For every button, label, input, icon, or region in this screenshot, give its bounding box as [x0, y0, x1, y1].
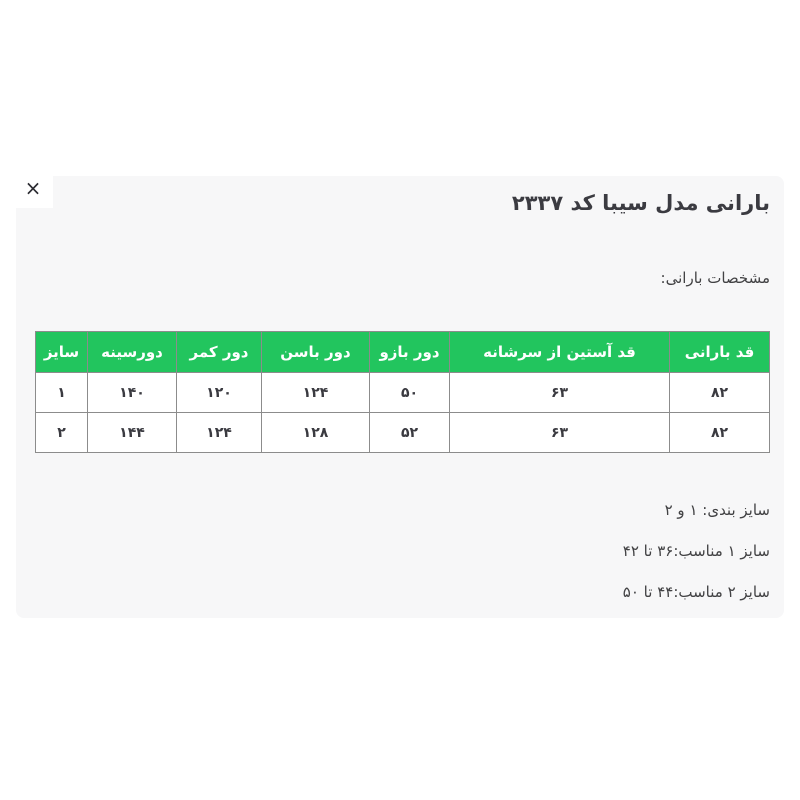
header-coat-length: قد بارانی: [669, 331, 770, 373]
table-cell: ۱۲۰: [176, 372, 262, 413]
table-cell: ۱۴۰: [87, 372, 177, 413]
table-header-row: قد بارانی قد آستین از سرشانه دور بازو دو…: [35, 331, 770, 373]
table-cell: ۸۲: [669, 412, 770, 453]
table-cell: ۱۲۸: [261, 412, 370, 453]
table-cell: ۱: [35, 372, 88, 413]
header-size: سایز: [35, 331, 88, 373]
table-cell: ۶۳: [449, 372, 670, 413]
header-waist-circumference: دور کمر: [176, 331, 262, 373]
product-specs-card: × بارانی مدل سیبا کد ۲۳۳۷ مشخصات بارانی:…: [13, 168, 784, 618]
table-row-size-2: ۸۲ ۶۳ ۵۲ ۱۲۸ ۱۲۴ ۱۴۴ ۲: [35, 412, 770, 453]
table-cell: ۶۳: [449, 412, 670, 453]
sizing-notes: سایز بندی: ۱ و ۲ سایز ۱ مناسب:۳۶ تا ۴۲ س…: [30, 500, 770, 602]
header-hip-circumference: دور باسن: [261, 331, 370, 373]
table-cell: ۵۰: [369, 372, 450, 413]
header-sleeve-length: قد آستین از سرشانه: [449, 331, 670, 373]
close-button[interactable]: ×: [13, 168, 53, 208]
specs-label: مشخصات بارانی:: [660, 269, 770, 287]
table-cell: ۸۲: [669, 372, 770, 413]
size-spec-table: قد بارانی قد آستین از سرشانه دور بازو دو…: [35, 331, 770, 453]
header-chest-circumference: دورسینه: [87, 331, 177, 373]
table-cell: ۱۴۴: [87, 412, 177, 453]
note-sizing-range: سایز بندی: ۱ و ۲: [664, 501, 770, 519]
table-cell: ۱۲۴: [176, 412, 262, 453]
close-icon: ×: [24, 176, 42, 200]
note-size-1-fit: سایز ۱ مناسب:۳۶ تا ۴۲: [622, 542, 770, 560]
page-title: بارانی مدل سیبا کد ۲۳۳۷: [511, 191, 770, 215]
table-cell: ۵۲: [369, 412, 450, 453]
header-arm-circumference: دور بازو: [369, 331, 450, 373]
note-size-2-fit: سایز ۲ مناسب:۴۴ تا ۵۰: [622, 583, 770, 601]
table-row-size-1: ۸۲ ۶۳ ۵۰ ۱۲۴ ۱۲۰ ۱۴۰ ۱: [35, 372, 770, 413]
table-cell: ۱۲۴: [261, 372, 370, 413]
table-cell: ۲: [35, 412, 88, 453]
